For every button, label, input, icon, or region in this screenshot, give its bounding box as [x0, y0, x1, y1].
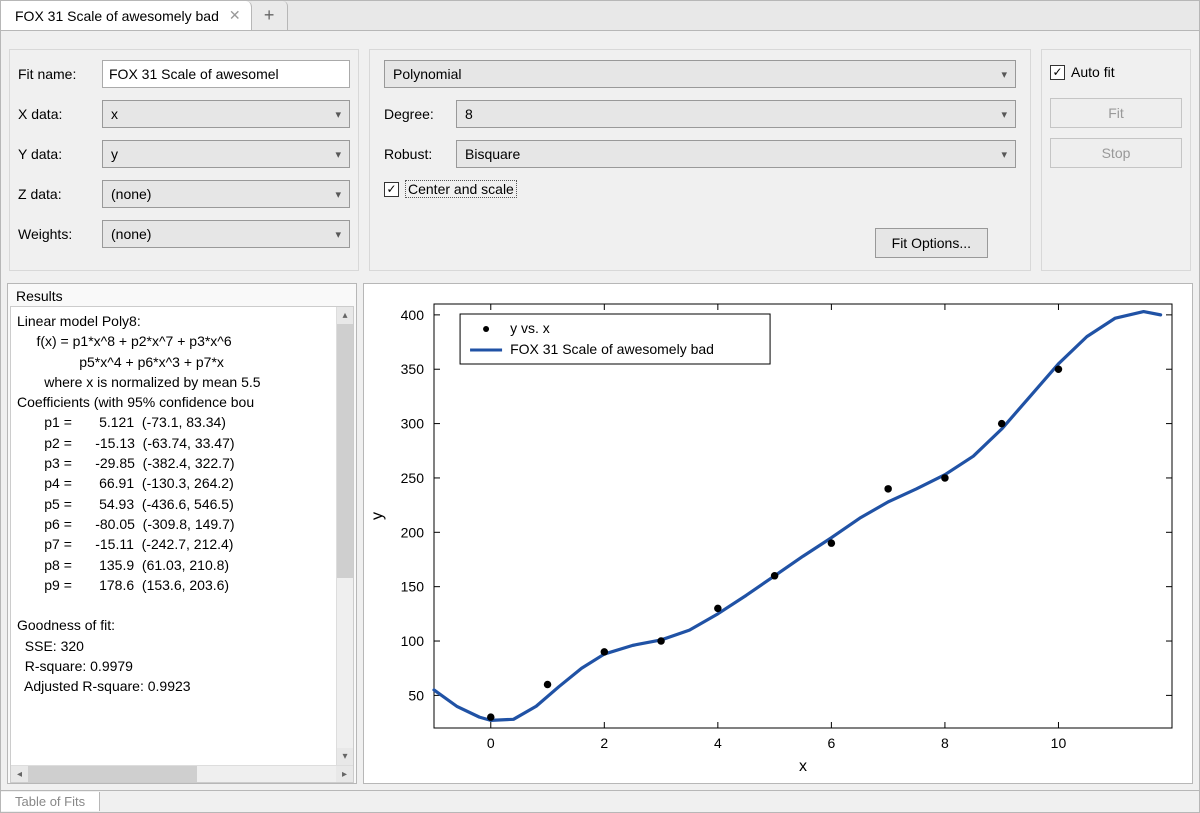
v-scroll-thumb[interactable]	[337, 324, 353, 578]
tab-title: FOX 31 Scale of awesomely bad	[15, 8, 219, 24]
degree-select[interactable]: 8 ▾	[456, 100, 1016, 128]
plus-icon: +	[264, 5, 275, 26]
svg-text:0: 0	[487, 735, 495, 751]
stop-button[interactable]: Stop	[1050, 138, 1182, 168]
svg-text:y vs. x: y vs. x	[510, 320, 550, 336]
data-panel: Fit name: X data: x ▾ Y data: y ▾ Z data…	[9, 49, 359, 271]
h-scrollbar[interactable]: ◂ ▸	[11, 765, 353, 782]
tab-strip: FOX 31 Scale of awesomely bad ✕ +	[1, 1, 1199, 31]
xdata-select[interactable]: x ▾	[102, 100, 350, 128]
chevron-down-icon: ▾	[335, 108, 341, 121]
fittype-value: Polynomial	[393, 66, 461, 82]
svg-text:50: 50	[408, 687, 424, 703]
action-panel: ✓ Auto fit Fit Stop	[1041, 49, 1191, 271]
checkbox-box: ✓	[1050, 65, 1065, 80]
svg-text:250: 250	[401, 470, 425, 486]
chevron-down-icon: ▾	[335, 148, 341, 161]
svg-text:100: 100	[401, 633, 425, 649]
degree-label: Degree:	[384, 106, 456, 122]
weights-label: Weights:	[18, 226, 102, 242]
ydata-select[interactable]: y ▾	[102, 140, 350, 168]
fit-button-label: Fit	[1108, 105, 1124, 121]
zdata-label: Z data:	[18, 186, 102, 202]
close-icon[interactable]: ✕	[229, 7, 241, 24]
h-scroll-track[interactable]	[28, 766, 336, 782]
fit-options-button[interactable]: Fit Options...	[875, 228, 988, 258]
weights-value: (none)	[111, 226, 151, 242]
v-scrollbar[interactable]: ▴ ▾	[336, 307, 353, 765]
scroll-down-icon[interactable]: ▾	[337, 748, 353, 765]
svg-text:200: 200	[401, 524, 425, 540]
svg-text:6: 6	[827, 735, 835, 751]
center-scale-label: Center and scale	[405, 180, 517, 198]
chart: 0 2 4 6 8 10 50 100 150 200 250 300 350 400 x y y vs. x F…	[364, 284, 1192, 783]
fitname-label: Fit name:	[18, 66, 102, 82]
bottom-tab-strip: Table of Fits	[1, 790, 1199, 812]
v-scroll-track[interactable]	[337, 324, 353, 748]
svg-text:300: 300	[401, 416, 425, 432]
results-text[interactable]: Linear model Poly8: f(x) = p1*x^8 + p2*x…	[11, 307, 353, 782]
fit-options-label: Fit Options...	[892, 235, 971, 251]
zdata-select[interactable]: (none) ▾	[102, 180, 350, 208]
tab-active[interactable]: FOX 31 Scale of awesomely bad ✕	[1, 1, 252, 30]
svg-text:10: 10	[1051, 735, 1067, 751]
svg-text:350: 350	[401, 361, 425, 377]
scroll-up-icon[interactable]: ▴	[337, 307, 353, 324]
upper-panels: Fit name: X data: x ▾ Y data: y ▾ Z data…	[1, 31, 1199, 283]
fit-type-panel: Polynomial ▾ Degree: 8 ▾ Robust: Bisquar…	[369, 49, 1031, 271]
center-scale-checkbox[interactable]: ✓ Center and scale	[384, 180, 517, 198]
results-pane: Results Linear model Poly8: f(x) = p1*x^…	[7, 283, 357, 784]
lower-panels: Results Linear model Poly8: f(x) = p1*x^…	[1, 283, 1199, 790]
results-title: Results	[8, 284, 356, 306]
fitname-input[interactable]	[102, 60, 350, 88]
svg-text:400: 400	[401, 307, 425, 323]
svg-text:8: 8	[941, 735, 949, 751]
h-scroll-thumb[interactable]	[28, 766, 197, 782]
fit-window: FOX 31 Scale of awesomely bad ✕ + Fit na…	[0, 0, 1200, 813]
chevron-down-icon: ▾	[1001, 148, 1007, 161]
stop-button-label: Stop	[1102, 145, 1131, 161]
results-body: Linear model Poly8: f(x) = p1*x^8 + p2*x…	[10, 306, 354, 783]
chevron-down-icon: ▾	[335, 228, 341, 241]
degree-value: 8	[465, 106, 473, 122]
chevron-down-icon: ▾	[335, 188, 341, 201]
robust-value: Bisquare	[465, 146, 520, 162]
svg-text:4: 4	[714, 735, 722, 751]
fit-button[interactable]: Fit	[1050, 98, 1182, 128]
autofit-label: Auto fit	[1071, 64, 1115, 80]
svg-text:FOX 31 Scale of awesomely bad: FOX 31 Scale of awesomely bad	[510, 341, 714, 357]
chevron-down-icon: ▾	[1001, 108, 1007, 121]
zdata-value: (none)	[111, 186, 151, 202]
checkbox-box: ✓	[384, 182, 399, 197]
ydata-value: y	[111, 146, 118, 162]
svg-text:2: 2	[600, 735, 608, 751]
xdata-label: X data:	[18, 106, 102, 122]
xdata-value: x	[111, 106, 118, 122]
svg-text:150: 150	[401, 579, 425, 595]
bottom-tab-stub[interactable]: Table of Fits	[1, 792, 100, 811]
scroll-right-icon[interactable]: ▸	[336, 766, 353, 782]
weights-select[interactable]: (none) ▾	[102, 220, 350, 248]
ydata-label: Y data:	[18, 146, 102, 162]
fittype-select[interactable]: Polynomial ▾	[384, 60, 1016, 88]
chevron-down-icon: ▾	[1001, 68, 1007, 81]
robust-label: Robust:	[384, 146, 456, 162]
autofit-checkbox[interactable]: ✓ Auto fit	[1050, 64, 1182, 80]
chart-pane: 0 2 4 6 8 10 50 100 150 200 250 300 350 400 x y y vs. x F…	[363, 283, 1193, 784]
svg-text:x: x	[799, 758, 807, 775]
add-tab-button[interactable]: +	[252, 1, 288, 30]
scroll-left-icon[interactable]: ◂	[11, 766, 28, 782]
svg-text:y: y	[369, 512, 386, 520]
robust-select[interactable]: Bisquare ▾	[456, 140, 1016, 168]
